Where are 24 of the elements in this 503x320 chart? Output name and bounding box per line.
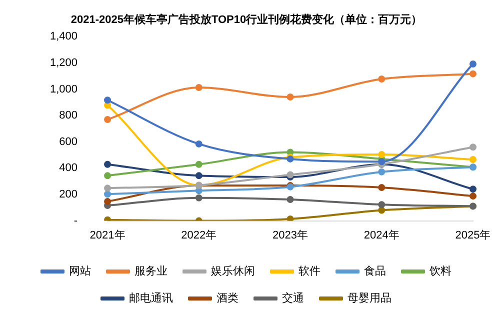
chart-title: 2021-2025年候车亭广告投放TOP10行业刊例花费变化（单位：百万元） [70,13,422,26]
legend-label: 酒类 [216,292,238,305]
x-tick-label: 2025年 [455,229,491,242]
legend-label: 娱乐休闲 [211,264,255,278]
y-tick-label: 400 [59,162,78,174]
legend-label: 服务业 [134,264,168,278]
legend-label: 邮电通讯 [129,292,173,305]
legend-label: 饮料 [428,264,452,278]
y-tick-label: 1,400 [50,30,78,43]
y-tick-label: 600 [59,136,78,148]
legend-label: 网站 [69,264,91,278]
y-tick-label: 800 [59,110,78,122]
y-tick-label: 200 [59,188,78,201]
legend-label: 食品 [364,266,386,278]
x-tick-label: 2022年 [181,229,217,242]
x-tick-label: 2023年 [272,229,308,242]
x-tick-label: 2024年 [364,229,400,242]
y-tick-label: - [74,214,78,227]
legend-label: 母婴用品 [348,292,392,305]
x-tick-label: 2021年 [90,229,126,242]
y-tick-label: 1,000 [50,83,78,96]
legend-label: 软件 [298,266,320,278]
legend-label: 交通 [282,292,304,305]
y-tick-label: 1,200 [50,56,78,69]
